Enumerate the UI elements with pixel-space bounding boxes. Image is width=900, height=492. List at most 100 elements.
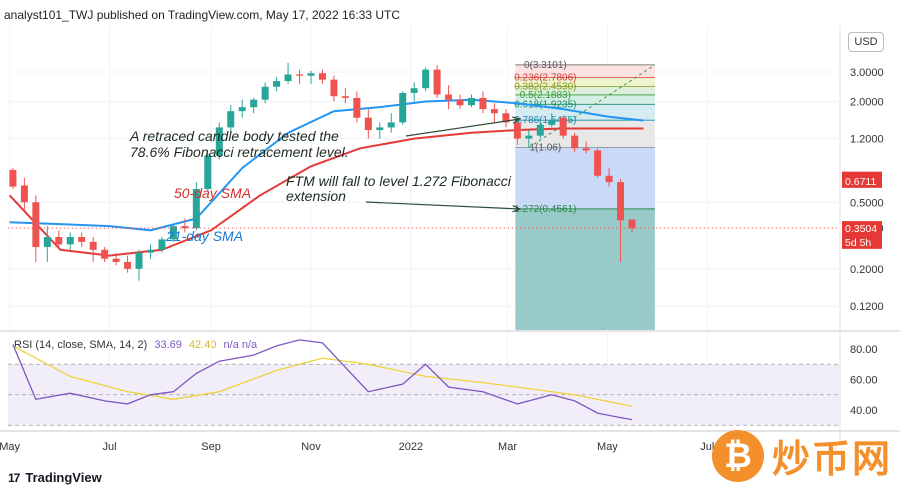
candle-body <box>594 150 602 176</box>
candle-body <box>525 135 533 139</box>
fib-target-band <box>515 208 655 330</box>
rsi-legend[interactable]: RSI (14, close, SMA, 14, 2) 33.69 42.40 … <box>14 339 257 351</box>
rsi-na-values: n/a n/a <box>223 339 258 351</box>
retrace-annotation-line1: A retraced candle body tested the <box>129 128 339 144</box>
candle-body <box>32 202 40 248</box>
candle-body <box>456 99 464 106</box>
candle-body <box>571 135 579 149</box>
fib-trend-line <box>528 64 656 149</box>
candle-body <box>479 97 487 110</box>
candle-body <box>399 92 407 123</box>
symbol-title: Fantom / US Dollar (calculated by Tradin… <box>14 30 323 42</box>
y-tick-label: 1.2000 <box>850 134 884 146</box>
candle-body <box>227 111 235 128</box>
fib-retracement-band <box>515 64 655 78</box>
fall-annotation-line2: extension <box>286 188 346 204</box>
candle-body <box>318 73 326 80</box>
x-tick-label: Jul <box>103 441 117 453</box>
candle-body <box>169 226 177 240</box>
tradingview-mark-icon: 17 <box>8 470 20 485</box>
candle-body <box>66 237 74 245</box>
ma21-line <box>9 98 644 232</box>
candle-body <box>536 124 544 136</box>
candle-body <box>513 122 521 139</box>
x-tick-label: Sep <box>201 441 221 453</box>
rsi-sma-value: 42.40 <box>188 339 217 351</box>
price-badge <box>842 173 882 188</box>
ohlc-low: 0.3315 <box>427 30 462 42</box>
watermark-brand-text: 炒币网 <box>772 437 893 481</box>
fall-annotation-line1: FTM will fall to level 1.272 Fibonacci <box>286 173 512 189</box>
fib-level-label: 0.5(2.1883) <box>520 90 571 101</box>
ohlc-values: O0.3943 H0.3952 L0.3315 C0.3504 −0.0442 … <box>331 30 607 42</box>
y-tick-label: 0.1200 <box>850 301 884 313</box>
candle-body <box>146 249 154 253</box>
publisher-line: analyst101_TWJ published on TradingView.… <box>4 8 400 22</box>
price-badge <box>842 234 882 249</box>
currency-unit-button[interactable]: USD <box>848 32 884 52</box>
x-tick-label: Nov <box>301 441 321 453</box>
y-tick-label: 3.0000 <box>850 67 884 79</box>
candle-body <box>605 175 613 183</box>
fib-level-label: 1(1.06) <box>530 143 562 154</box>
ma21-label: MA (21, close, 0) <box>14 47 97 59</box>
rsi-sma-line <box>12 345 633 407</box>
candle-body <box>617 182 625 221</box>
fib-retracement-band <box>515 86 655 95</box>
fib-retracement-band <box>515 120 655 148</box>
candle-body <box>387 122 395 128</box>
sma50-annotation: 50-day SMA <box>174 185 251 201</box>
candle-body <box>238 107 246 112</box>
candle-body <box>192 189 200 229</box>
watermark-brand: ₿ 炒币网 <box>712 428 892 483</box>
symbol-legend: Fantom / US Dollar (calculated by Tradin… <box>14 30 606 42</box>
candle-body <box>502 113 510 123</box>
candle-body <box>261 86 269 100</box>
candle-body <box>20 185 28 203</box>
price-badge <box>842 171 882 186</box>
candle-body <box>55 237 63 245</box>
fib-level-label: 0.236(2.7806) <box>514 73 576 84</box>
fib-level-label: 0.618(1.9235) <box>514 99 576 110</box>
candle-body <box>410 88 418 93</box>
fib-retracement-band <box>515 77 655 87</box>
candle-body <box>445 94 453 100</box>
fib-level-label: 0(3.3101) <box>524 60 567 71</box>
rsi-line <box>12 339 633 421</box>
candle-body <box>490 109 498 114</box>
ohlc-open: 0.3943 <box>340 30 374 42</box>
candle-body <box>353 97 361 118</box>
candle-body <box>250 99 258 108</box>
retrace-annotation-line2: 78.6% Fibonacci retracement level. <box>130 144 349 160</box>
ma50-legend[interactable]: MA (50, close, 0) 1.3828 <box>14 63 137 75</box>
candle-body <box>422 69 430 89</box>
x-tick-label: 2022 <box>399 441 423 453</box>
bitcoin-coin-icon: ₿ <box>712 429 764 482</box>
y-tick-label: 0.3500 <box>850 223 884 235</box>
candle-body <box>559 117 567 136</box>
candle-body <box>582 148 590 151</box>
rsi-band-background <box>8 364 840 426</box>
ma21-legend[interactable]: MA (21, close, 0) 1.5408 <box>14 47 137 59</box>
candle-body <box>78 237 86 242</box>
y-tick-label: 0.2000 <box>850 264 884 276</box>
retrace-arrow-head <box>512 116 522 124</box>
candle-body <box>135 252 143 269</box>
price-badge-label: 5d 5h <box>845 237 871 249</box>
fib-extension-band <box>515 147 655 209</box>
fib-level-label: 0.786(1.5465) <box>514 115 576 126</box>
price-badge-label: 0.6919 <box>845 174 877 186</box>
price-badge <box>842 221 882 236</box>
ma50-line <box>8 127 644 257</box>
candle-body <box>296 74 304 76</box>
candle-body <box>364 117 372 131</box>
candle-body <box>181 226 189 229</box>
extension-arrow <box>365 201 521 210</box>
candle-body <box>43 237 51 248</box>
ma50-label: MA (50, close, 0) <box>14 63 97 75</box>
tradingview-wordmark: TradingView <box>25 470 102 485</box>
candle-body <box>101 249 109 259</box>
tradingview-logo[interactable]: 17 TradingView <box>8 470 102 485</box>
x-tick-label: May <box>0 441 21 453</box>
